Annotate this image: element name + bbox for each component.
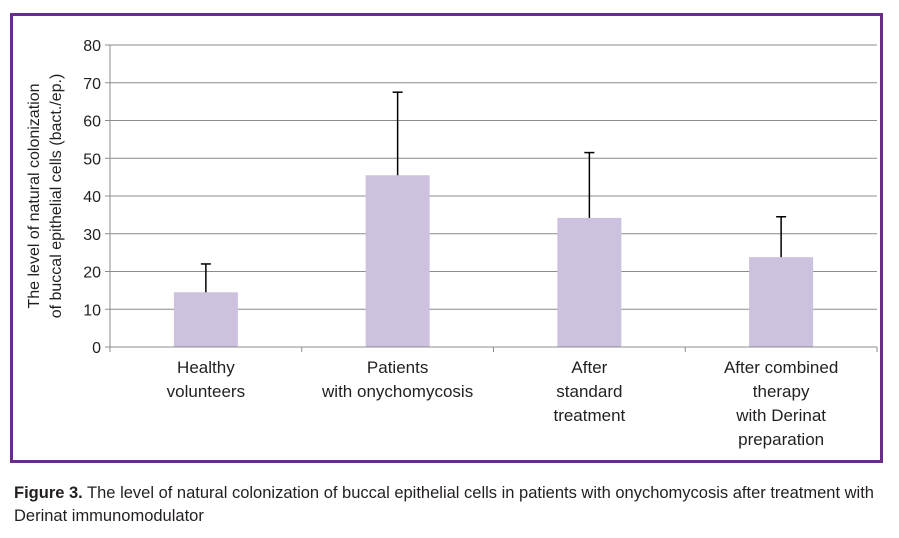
y-tick-label: 70 [83, 76, 101, 93]
y-tick-label: 40 [83, 189, 101, 206]
y-tick-label: 10 [83, 302, 101, 319]
y-tick-label: 20 [83, 265, 101, 282]
bar-chart: The level of natural colonization of bucc… [26, 38, 878, 449]
category-labels: Healthy volunteers Patients with onychomyco… [167, 358, 839, 449]
bar [557, 217, 622, 347]
chart-frame [10, 13, 883, 463]
y-axis-label-line: The level of natural colonization [26, 83, 43, 308]
category-label: After combined therapy with Derinat prepara… [724, 358, 838, 449]
category-label-line: treatment [553, 406, 625, 425]
category-label-line: standard [556, 382, 622, 401]
category-label-line: therapy [753, 382, 810, 401]
category-label: Patients with onychomycosis [321, 358, 473, 401]
bar [365, 175, 430, 347]
category-label-line: After combined [724, 358, 838, 377]
category-label-line: preparation [738, 430, 824, 449]
bar [173, 292, 238, 347]
category-label: After standard treatment [553, 358, 625, 425]
axes [109, 45, 878, 352]
category-label: Healthy volunteers [167, 358, 245, 401]
figure-caption: Figure 3. The level of natural colonizat… [14, 482, 889, 528]
category-label-line: with onychomycosis [321, 382, 473, 401]
category-label-line: with Derinat [735, 406, 826, 425]
y-axis-ticks: 0 10 20 30 40 50 60 70 80 [83, 38, 110, 357]
caption-text: The level of natural colonization of buc… [14, 484, 874, 525]
y-axis-label-line: of buccal epithelial cells (bact./ep.) [48, 74, 65, 319]
error-bars [200, 91, 787, 293]
category-label-line: Patients [367, 358, 428, 377]
y-tick-label: 50 [83, 151, 101, 168]
y-tick-label: 30 [83, 227, 101, 244]
category-label-line: volunteers [167, 382, 245, 401]
y-tick-label: 0 [92, 340, 101, 357]
y-tick-label: 80 [83, 38, 101, 55]
caption-label: Figure 3. [14, 484, 83, 502]
category-label-line: After [571, 358, 607, 377]
category-label-line: Healthy [177, 358, 235, 377]
bar [749, 257, 814, 347]
y-axis-label: The level of natural colonization of bucc… [26, 74, 65, 319]
bars [173, 175, 814, 347]
y-tick-label: 60 [83, 114, 101, 131]
